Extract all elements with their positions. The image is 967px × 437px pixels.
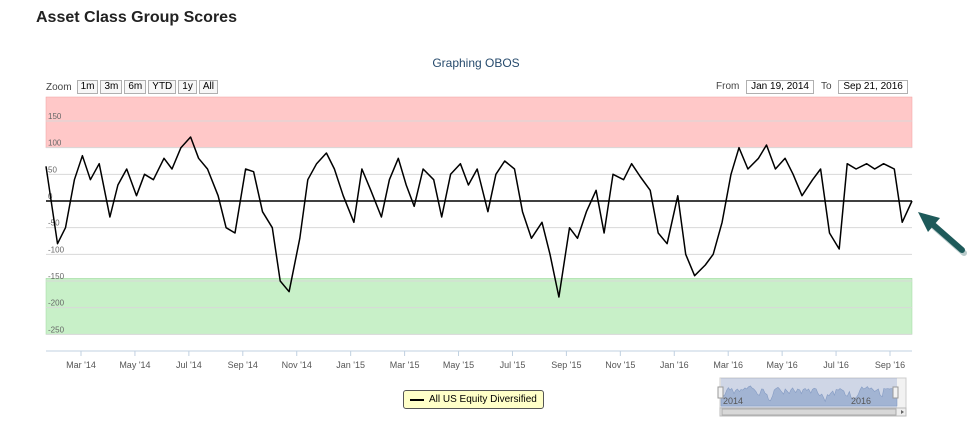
x-tick-label: Sep '15 xyxy=(551,360,581,370)
x-tick-label: Nov '14 xyxy=(282,360,312,370)
page-title: Asset Class Group Scores xyxy=(36,9,237,26)
x-tick-label: Mar '14 xyxy=(66,360,96,370)
navigator-left-handle[interactable] xyxy=(717,386,724,399)
y-tick-label: -200 xyxy=(48,299,65,308)
range-to-label: To xyxy=(821,81,832,92)
x-tick-label: Jul '16 xyxy=(823,360,849,370)
scroll-right-arrow-icon[interactable] xyxy=(901,410,904,414)
x-tick-label: May '16 xyxy=(767,360,798,370)
range-from: From Jan 19, 2014 xyxy=(716,80,814,94)
navigator[interactable]: 2014 2016 xyxy=(717,377,907,417)
series-line xyxy=(45,136,913,298)
zoom-ytd-button[interactable]: YTD xyxy=(148,80,177,94)
legend-item[interactable]: All US Equity Diversified xyxy=(403,390,544,409)
y-tick-label: 50 xyxy=(48,165,57,174)
zoom-label: Zoom xyxy=(46,81,72,93)
y-tick-label: 150 xyxy=(48,112,62,121)
navigator-selection[interactable] xyxy=(721,378,897,408)
zoom-all-button[interactable]: All xyxy=(198,80,218,94)
range-from-input[interactable]: Jan 19, 2014 xyxy=(746,80,814,94)
x-tick-label: Mar '15 xyxy=(390,360,420,370)
band-overbought xyxy=(45,96,913,148)
chart-title: Graphing OBOS xyxy=(432,56,520,70)
x-tick-label: Jan '16 xyxy=(660,360,689,370)
range-from-label: From xyxy=(716,81,740,92)
x-tick-label: May '15 xyxy=(443,360,474,370)
zoom-6m-button[interactable]: 6m xyxy=(124,80,147,94)
range-to-input[interactable]: Sep 21, 2016 xyxy=(838,80,908,94)
navigator-right-handle[interactable] xyxy=(892,386,899,399)
y-tick-label: -150 xyxy=(48,272,65,281)
x-tick-label: Mar '16 xyxy=(713,360,743,370)
zoom-1y-button[interactable]: 1y xyxy=(178,80,197,94)
x-tick-label: May '14 xyxy=(119,360,150,370)
pointer-arrow-icon xyxy=(918,212,967,256)
navigator-label-2016: 2016 xyxy=(851,396,871,406)
zoom-3m-button[interactable]: 3m xyxy=(100,80,123,94)
legend-label: All US Equity Diversified xyxy=(429,394,537,405)
x-tick-label: Nov '15 xyxy=(605,360,635,370)
y-tick-label: -250 xyxy=(48,325,65,334)
y-tick-label: -100 xyxy=(48,245,65,254)
x-tick-label: Sep '16 xyxy=(875,360,905,370)
x-tick-label: Jan '15 xyxy=(336,360,365,370)
navigator-scrollbar-thumb[interactable] xyxy=(721,408,897,416)
band-oversold xyxy=(45,278,913,335)
navigator-area xyxy=(720,385,898,407)
zoom-1m-button[interactable]: 1m xyxy=(76,80,99,94)
navigator-label-2014: 2014 xyxy=(723,396,743,406)
zoom-controls: Zoom 1m 3m 6m YTD 1y All xyxy=(46,80,218,94)
range-to: To Sep 21, 2016 xyxy=(821,80,908,94)
x-tick-label: Jul '15 xyxy=(500,360,526,370)
x-tick-label: Jul '14 xyxy=(176,360,202,370)
legend-line-icon xyxy=(410,398,424,401)
x-tick-label: Sep '14 xyxy=(228,360,258,370)
y-tick-label: 100 xyxy=(48,139,62,148)
